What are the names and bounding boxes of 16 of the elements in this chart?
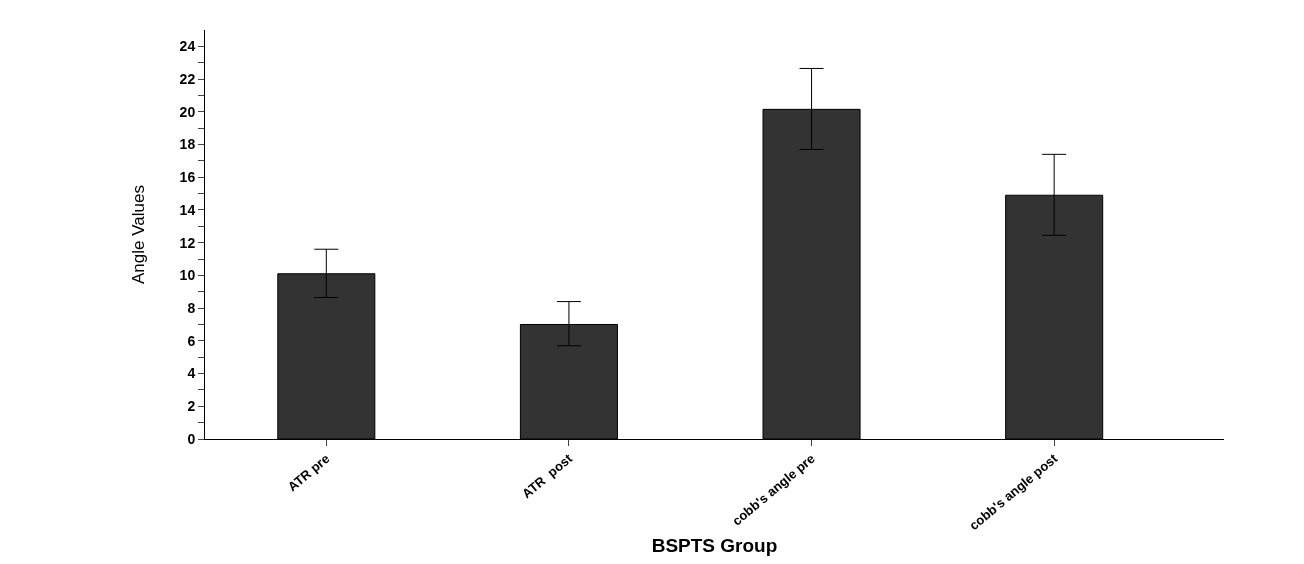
y-tick-label: 2 [187, 398, 196, 415]
y-tick-label: 14 [179, 201, 196, 218]
y-tick-label: 6 [187, 332, 196, 349]
y-tick-label: 8 [187, 300, 196, 317]
x-tick-label: ATR pre [284, 450, 333, 495]
y-tick-label: 24 [179, 38, 196, 55]
y-tick-label: 10 [179, 267, 196, 284]
y-tick-label: 16 [179, 169, 196, 186]
y-tick-label: 22 [179, 70, 196, 87]
x-axis-title: BSPTS Group [651, 534, 778, 556]
y-tick-label: 20 [179, 103, 196, 120]
y-tick-label: 0 [187, 430, 196, 447]
y-axis-title: Angle Values [129, 185, 149, 284]
y-tick-label: 18 [179, 136, 196, 153]
y-tick-label: 12 [179, 234, 196, 251]
y-tick-label: 4 [187, 365, 196, 382]
